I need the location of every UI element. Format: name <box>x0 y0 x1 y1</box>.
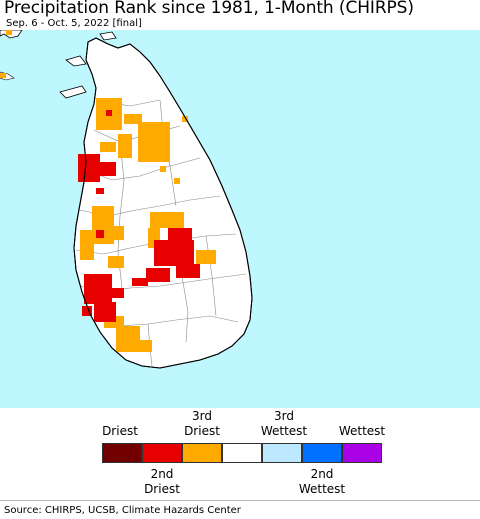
india-highlight-a <box>6 30 12 35</box>
page-title: Precipitation Rank since 1981, 1-Month (… <box>4 0 414 18</box>
legend-label-3rd-driest: 3rd Driest <box>184 409 220 438</box>
precipitation-map <box>0 30 480 408</box>
legend-label-driest: Driest <box>102 424 138 438</box>
legend-label-3rd-wettest: 3rd Wettest <box>260 409 308 438</box>
ocean <box>0 30 480 408</box>
rank-cells-3rd-driest <box>80 98 216 352</box>
legend-swatch-2nd-wettest <box>302 443 342 463</box>
legend-swatch-2nd-driest <box>142 443 182 463</box>
date-range-subtitle: Sep. 6 - Oct. 5, 2022 [final] <box>6 18 142 29</box>
jaffna-islands <box>65 31 117 67</box>
source-credit: Source: CHIRPS, UCSB, Climate Hazards Ce… <box>4 505 241 516</box>
legend-swatch-wettest <box>342 443 382 463</box>
legend-swatch-normal <box>222 443 262 463</box>
sri-lanka-coastline <box>73 37 253 369</box>
legend-swatch-3rd-wettest <box>262 443 302 463</box>
legend-swatch-3rd-driest <box>182 443 222 463</box>
india-highlight-b <box>0 73 6 78</box>
footer-divider <box>0 500 480 501</box>
legend-label-2nd-driest: 2nd Driest <box>144 467 180 496</box>
rank-cells-2nd-driest <box>78 110 200 322</box>
legend-label-wettest: Wettest <box>338 424 386 438</box>
legend-label-2nd-wettest: 2nd Wettest <box>298 467 346 496</box>
mannar-island <box>59 85 87 99</box>
legend-swatch-driest <box>102 443 142 463</box>
